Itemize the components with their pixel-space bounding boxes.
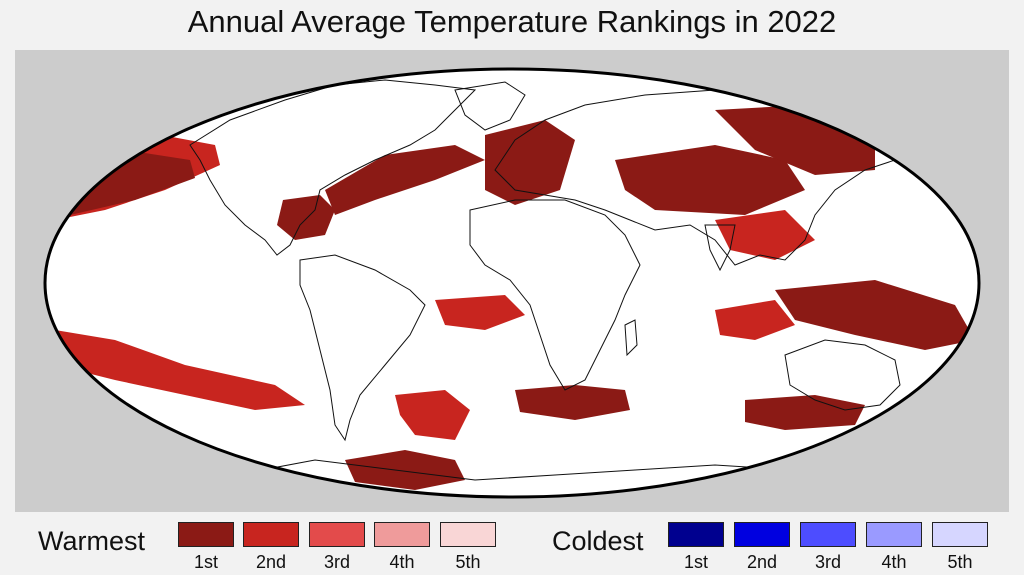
warmest-label: Warmest (38, 526, 145, 556)
china-india (715, 210, 815, 260)
antarctica-outline (234, 459, 876, 497)
cold-label-3: 3rd (814, 552, 841, 572)
world-map (15, 50, 1009, 512)
land-outlines (189, 79, 916, 497)
warm-swatch-4 (374, 522, 430, 547)
map-title: Annual Average Temperature Rankings in 2… (187, 4, 837, 39)
south-pacific-band (55, 330, 305, 410)
cold-swatch-1 (668, 522, 724, 547)
cold-label-2: 2nd (746, 552, 778, 572)
coldest-label: Coldest (552, 526, 644, 556)
central-asia (615, 145, 805, 215)
warm-label-4: 4th (389, 552, 415, 572)
warm-label-5: 5th (455, 552, 481, 572)
southeast-pacific-south (395, 390, 470, 440)
africa-outline (469, 199, 641, 391)
southern-ocean-australia (745, 395, 865, 430)
warm-label-2: 2nd (255, 552, 287, 572)
cold-swatch-3 (800, 522, 856, 547)
madagascar-outline (624, 319, 638, 357)
antarctic-peninsula (345, 450, 465, 490)
eurasia-outline (494, 89, 916, 266)
south-atlantic-band (435, 295, 525, 330)
warm-swatch-2 (243, 522, 299, 547)
greenland-outline (454, 81, 526, 131)
gulf-of-mexico-caribbean (277, 195, 335, 240)
indian-ocean-east (715, 300, 795, 340)
cold-swatch-4 (866, 522, 922, 547)
warm-label-3: 3rd (323, 552, 350, 572)
south-america-outline (299, 254, 426, 442)
cold-label-4: 4th (881, 552, 907, 572)
cold-swatch-2 (734, 522, 790, 547)
cold-label-5: 5th (947, 552, 973, 572)
australia-outline (784, 339, 901, 411)
india-outline (704, 224, 736, 272)
warm-swatch-1 (178, 522, 234, 547)
north-atlantic-band (325, 145, 485, 215)
warm-label-1: 1st (193, 552, 218, 572)
map-panel (15, 50, 1009, 512)
north-america-outline (189, 79, 477, 256)
southern-ocean-africa (515, 385, 630, 420)
cold-label-1: 1st (683, 552, 708, 572)
maritime-continent (775, 280, 975, 350)
europe-western (485, 120, 575, 205)
warm-swatch-5 (440, 522, 496, 547)
globe-border (43, 67, 981, 499)
warmest-legend: Warmest 1st 2nd 3rd 4th 5th (0, 520, 510, 575)
coldest-legend: Coldest 1st 2nd 3rd 4th 5th (510, 520, 1024, 575)
warm-swatch-3 (309, 522, 365, 547)
cold-swatch-5 (932, 522, 988, 547)
